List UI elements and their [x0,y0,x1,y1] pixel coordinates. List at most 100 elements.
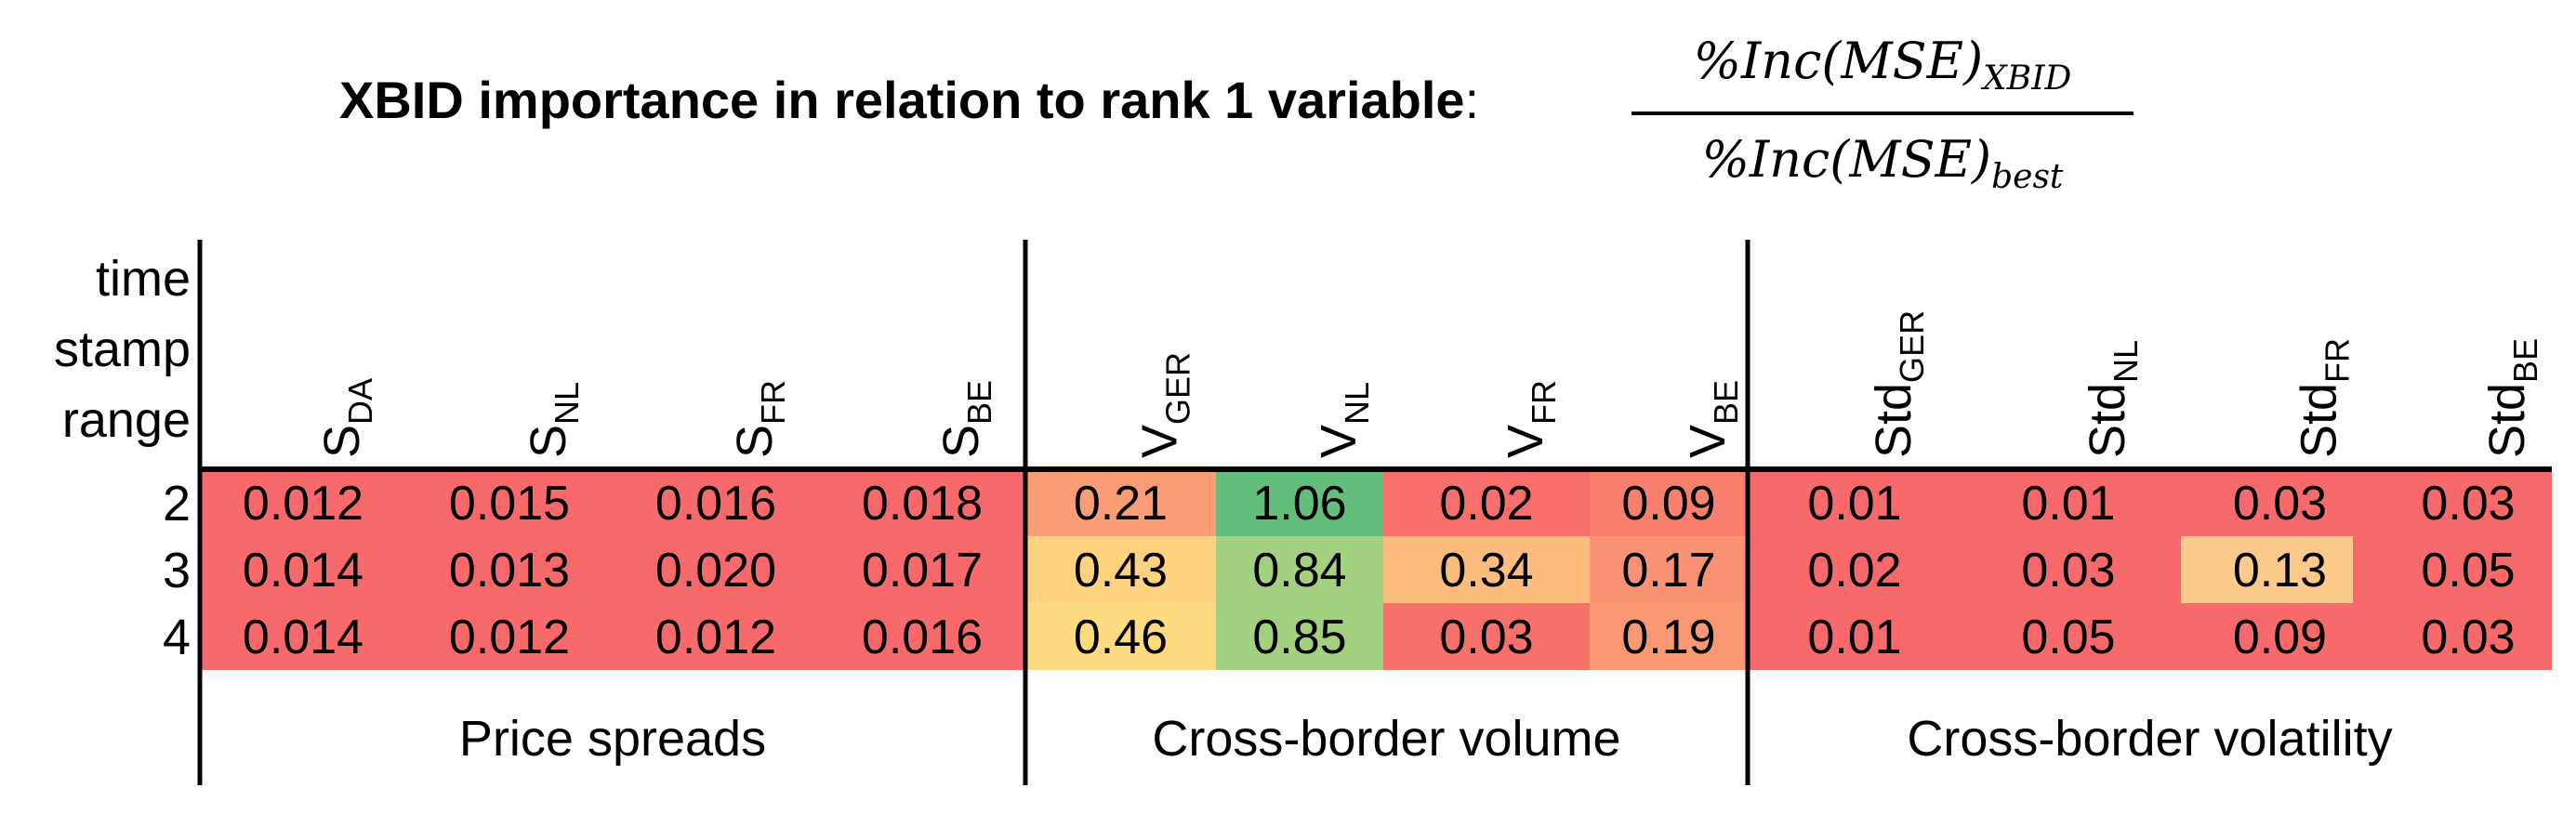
group-label-3: Cross-border volatility [1907,711,2392,767]
heatmap-cell [819,469,1025,536]
heatmap-cell [613,536,819,603]
heatmap-cell [2175,603,2384,670]
cell-value: 0.05 [2421,544,2515,597]
row-header-line-1: time [96,251,191,307]
heatmap-cell [2175,469,2384,536]
heatmap-cell [1216,603,1383,670]
cell-value: 0.02 [1439,477,1533,531]
row-header-line-2: stamp [54,322,191,377]
fraction-denominator: %Inc(MSE)best [1701,130,2064,196]
cell-value: 0.01 [1807,610,1901,664]
cell-value: 0.015 [449,477,570,531]
row-label: 2 [163,476,191,532]
heatmap-cell [1383,469,1590,536]
heatmap-cell [613,603,819,670]
column-header-stdger: StdGER [1866,310,1931,458]
column-header-stdnl: StdNL [2080,340,2145,458]
heatmap-cell [200,603,406,670]
cell-value: 0.012 [243,477,363,531]
cell-value: 0.84 [1252,544,1346,597]
row-label: 4 [163,610,191,665]
heatmap-cell [1962,603,2175,670]
heatmap-cell [406,536,613,603]
heatmap-cell [2384,603,2552,670]
heatmap-cell [613,469,819,536]
cell-value: 0.014 [243,544,363,597]
cell-value: 0.19 [1621,610,1715,664]
cell-value: 0.03 [2421,477,2515,531]
heatmap-cell [1748,603,1962,670]
title-bold-text: XBID importance in relation to rank 1 va… [339,71,1465,129]
heatmap-cell [406,469,613,536]
heatmap-cell [1216,536,1383,603]
cell-value: 0.21 [1074,477,1168,531]
row-header-line-3: range [62,392,191,448]
heatmap-cell [200,536,406,603]
cell-value: 0.012 [449,610,570,664]
cell-value: 0.09 [1621,477,1715,531]
cell-value: 0.018 [862,477,983,531]
column-header-snl: SNL [521,382,586,458]
heatmap-cell [1590,603,1748,670]
column-header-sbe: SBE [933,380,998,458]
cell-value: 0.03 [2021,544,2115,597]
heatmap-cell [819,536,1025,603]
title-colon: : [1464,71,1480,129]
cell-value: 0.01 [2021,477,2115,531]
heatmap-cell [200,469,406,536]
heatmap-cell [406,603,613,670]
column-header-vbe: VBE [1680,380,1745,458]
cell-value: 0.03 [1439,610,1533,664]
cell-value: 0.03 [2421,610,2515,664]
cell-value: 0.020 [655,544,776,597]
group-label-1: Price spreads [459,711,766,767]
cell-value: 0.012 [655,610,776,664]
cell-value: 0.05 [2021,610,2115,664]
cell-value: 0.34 [1439,544,1533,597]
column-header-sda: SDA [314,378,379,458]
highlight-cell [2181,536,2353,603]
column-header-vfr: VFR [1498,380,1563,458]
title-fraction: %Inc(MSE)XBID %Inc(MSE)best [1631,26,2133,196]
cell-value: 0.014 [243,610,363,664]
heatmap-cell [1590,536,1748,603]
cell-value: 0.017 [862,544,983,597]
numerator-subscript: XBID [1983,59,2072,98]
cell-value: 0.85 [1252,610,1346,664]
heatmap-cell [1962,536,2175,603]
fraction-bar [1631,112,2133,115]
fraction-numerator: %Inc(MSE)XBID [1693,32,2072,98]
heatmap-cell [1590,469,1748,536]
column-header-vnl: VNL [1311,382,1376,458]
column-header-vger: VGER [1132,352,1197,458]
heatmap-cell [1216,469,1383,536]
heatmap-cell [1383,536,1590,603]
row-label: 3 [163,543,191,598]
heatmap-cell [1748,469,1962,536]
heatmap-cell [1383,603,1590,670]
chart-title: XBID importance in relation to rank 1 va… [0,0,2576,204]
heatmap-cell [819,603,1025,670]
cell-value: 0.17 [1621,544,1715,597]
heatmap-cell [1025,603,1216,670]
cell-value: 0.43 [1074,544,1168,597]
column-header-sfr: SFR [727,380,792,458]
heatmap-cell [1962,469,2175,536]
cell-value: 0.13 [2233,544,2327,597]
group-label-2: Cross-border volume [1152,711,1620,767]
denominator-subscript: best [1991,157,2064,196]
column-header-stdbe: StdBE [2479,338,2544,458]
cell-value: 0.016 [655,477,776,531]
heatmap-cell [1025,469,1216,536]
heatmap-cell [2384,469,2552,536]
cell-value: 0.02 [1807,544,1901,597]
cell-value: 0.016 [862,610,983,664]
cell-value: 0.013 [449,544,570,597]
cell-value: 0.46 [1074,610,1168,664]
column-header-stdfr: StdFR [2292,338,2357,458]
heatmap-cell [1025,536,1216,603]
cell-value: 0.09 [2233,610,2327,664]
cell-value: 0.03 [2233,477,2327,531]
heatmap-cell [1748,536,1962,603]
